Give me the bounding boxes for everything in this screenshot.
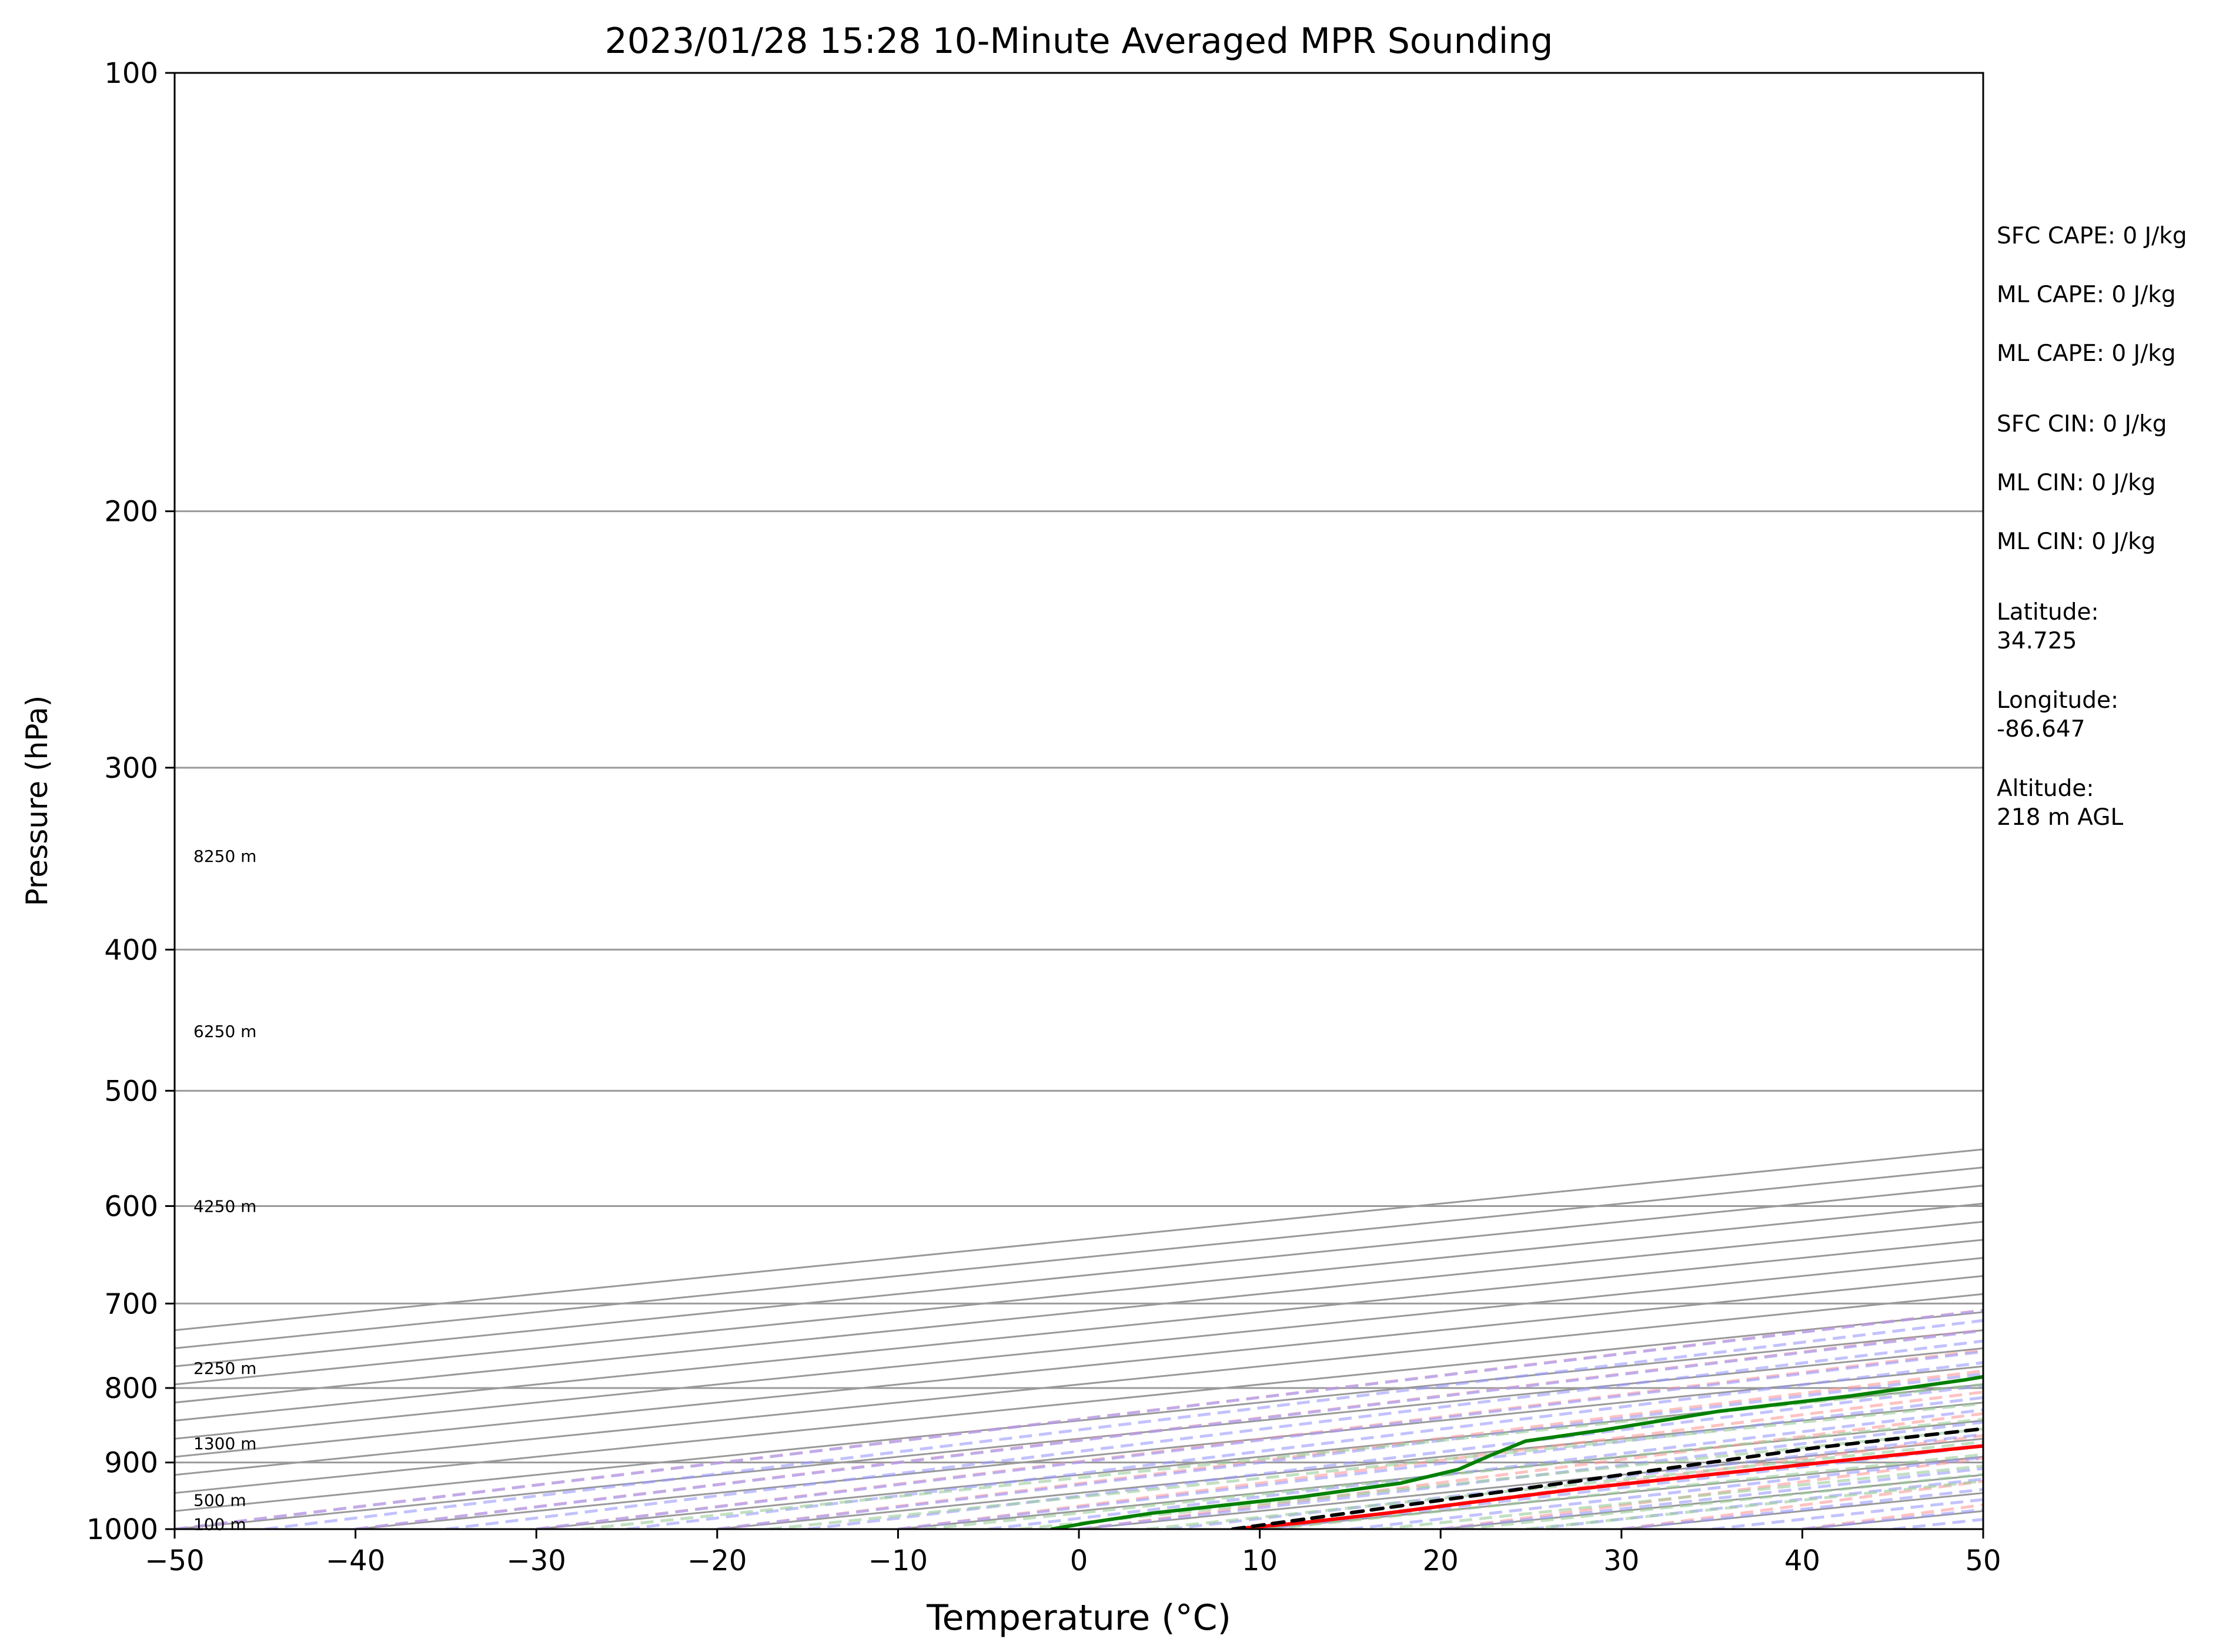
isotherm-line: [175, 1275, 1983, 1458]
info-line: SFC CAPE: 0 J/kg: [1997, 223, 2187, 249]
dewpoint-line: [1050, 1375, 1983, 1529]
mixing-ratio-lines: [580, 1383, 1983, 1529]
info-line: Latitude:: [1997, 599, 2099, 626]
mixing-ratio-line: [1019, 1427, 1983, 1529]
info-line: Longitude:: [1997, 687, 2118, 714]
y-tick-label: 1000: [86, 1513, 158, 1546]
x-tick-label: −10: [868, 1544, 928, 1577]
height-label: 8250 m: [193, 847, 256, 866]
y-tick-label: 200: [104, 496, 158, 529]
info-line: SFC CIN: 0 J/kg: [1997, 411, 2167, 437]
sounding-series: [1050, 1375, 1983, 1529]
y-axis-ticks: 100 200 300 400 500 600 700 800 900 1000: [86, 57, 175, 1546]
temperature-line: [1231, 1444, 1983, 1529]
isotherm-line: [175, 1166, 1983, 1349]
parcel-line: [1231, 1427, 1983, 1529]
x-axis-ticks: −50 −40 −30 −20 −10 0 10 20 30 40 50: [145, 1529, 2001, 1577]
info-line: -86.647: [1997, 716, 2085, 743]
info-line: 218 m AGL: [1997, 804, 2123, 831]
y-tick-label: 400: [104, 934, 158, 967]
isotherm-line: [175, 1257, 1983, 1440]
x-tick-label: 30: [1603, 1544, 1639, 1577]
y-tick-label: 500: [104, 1075, 158, 1108]
x-tick-label: 10: [1242, 1544, 1278, 1577]
x-tick-label: 20: [1423, 1544, 1459, 1577]
chart-title: 2023/01/28 15:28 10-Minute Averaged MPR …: [605, 21, 1553, 62]
x-tick-label: −30: [507, 1544, 566, 1577]
height-labels: 8250 m 6250 m 4250 m 2250 m 1300 m 500 m 100 m: [193, 847, 256, 1534]
mixing-ratio-line: [768, 1402, 1983, 1529]
isotherm-line: [175, 1185, 1983, 1367]
isotherm-gridlines: [175, 1148, 1983, 1529]
x-axis-label: Temperature (°C): [926, 1597, 1231, 1638]
info-line: 34.725: [1997, 628, 2077, 654]
y-tick-label: 700: [104, 1288, 158, 1320]
info-line: ML CIN: 0 J/kg: [1997, 529, 2155, 555]
mixing-ratio-line: [923, 1417, 1983, 1529]
isotherm-line: [175, 1220, 1983, 1404]
x-tick-label: −50: [145, 1544, 204, 1577]
x-tick-label: −40: [326, 1544, 385, 1577]
info-line: ML CAPE: 0 J/kg: [1997, 282, 2176, 308]
height-label: 2250 m: [193, 1359, 256, 1378]
mixing-ratio-line: [580, 1383, 1983, 1529]
y-tick-label: 300: [104, 752, 158, 785]
x-tick-label: 40: [1784, 1544, 1820, 1577]
isotherm-line: [175, 1148, 1983, 1332]
y-tick-label: 800: [104, 1372, 158, 1405]
x-tick-label: −20: [687, 1544, 747, 1577]
height-label: 6250 m: [193, 1022, 256, 1041]
height-label: 1300 m: [193, 1434, 256, 1453]
info-line: ML CIN: 0 J/kg: [1997, 470, 2155, 496]
info-line: Altitude:: [1997, 775, 2094, 802]
y-tick-label: 100: [104, 57, 158, 90]
info-panel: SFC CAPE: 0 J/kg ML CAPE: 0 J/kg ML CAPE: …: [1997, 223, 2187, 831]
x-tick-label: 50: [1965, 1544, 2001, 1577]
isotherm-line: [175, 1202, 1983, 1386]
isotherm-line: [175, 1239, 1983, 1422]
info-line: ML CAPE: 0 J/kg: [1997, 340, 2176, 367]
x-tick-label: 0: [1070, 1544, 1088, 1577]
height-label: 4250 m: [193, 1196, 256, 1216]
height-label: 500 m: [193, 1490, 246, 1510]
y-tick-label: 900: [104, 1447, 158, 1480]
y-tick-label: 600: [104, 1190, 158, 1223]
y-axis-label: Pressure (hPa): [20, 695, 54, 907]
height-label: 100 m: [193, 1514, 246, 1534]
